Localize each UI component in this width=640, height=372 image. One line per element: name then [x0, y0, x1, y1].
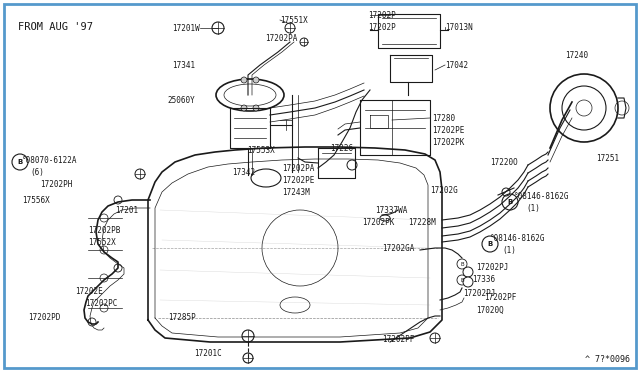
- Text: (6): (6): [30, 167, 44, 176]
- Text: 17251: 17251: [596, 154, 619, 163]
- Text: 17285P: 17285P: [168, 314, 196, 323]
- Text: 17552X: 17552X: [88, 237, 116, 247]
- Text: (1): (1): [502, 246, 516, 254]
- Circle shape: [241, 105, 247, 111]
- Text: 17551X: 17551X: [280, 16, 308, 25]
- Text: 17202E: 17202E: [75, 288, 103, 296]
- Text: 17337WA: 17337WA: [375, 205, 408, 215]
- Text: 17202P: 17202P: [368, 10, 396, 19]
- Text: (1): (1): [526, 203, 540, 212]
- Text: 17240: 17240: [565, 51, 588, 60]
- Text: 17202PA: 17202PA: [265, 33, 298, 42]
- Text: B: B: [460, 262, 464, 266]
- Text: 17201C: 17201C: [194, 350, 221, 359]
- Text: 17201W: 17201W: [172, 23, 200, 32]
- Text: 17226: 17226: [330, 144, 353, 153]
- Text: 17202PC: 17202PC: [85, 299, 117, 308]
- Text: 17556X: 17556X: [22, 196, 50, 205]
- Text: 17202PJ: 17202PJ: [476, 263, 508, 273]
- Text: 17201: 17201: [115, 205, 138, 215]
- Text: B: B: [488, 241, 493, 247]
- Text: 17228M: 17228M: [408, 218, 436, 227]
- Text: 17553X: 17553X: [247, 145, 275, 154]
- Circle shape: [241, 77, 247, 83]
- Text: °08146-8162G: °08146-8162G: [514, 192, 570, 201]
- Text: 17336: 17336: [472, 276, 495, 285]
- Text: 17280: 17280: [432, 113, 455, 122]
- Text: 17020Q: 17020Q: [476, 305, 504, 314]
- Text: B: B: [460, 278, 464, 282]
- Circle shape: [253, 105, 259, 111]
- Text: 17202PJ: 17202PJ: [463, 289, 495, 298]
- Text: 25060Y: 25060Y: [167, 96, 195, 105]
- Circle shape: [463, 277, 473, 287]
- Text: FROM AUG '97: FROM AUG '97: [18, 22, 93, 32]
- Text: 17341: 17341: [172, 61, 195, 70]
- Text: 17202GA: 17202GA: [382, 244, 414, 253]
- Text: °08070-6122A: °08070-6122A: [22, 155, 77, 164]
- Text: °08146-8162G: °08146-8162G: [490, 234, 545, 243]
- Text: 17202PD: 17202PD: [28, 314, 60, 323]
- Circle shape: [463, 267, 473, 277]
- Text: 17243M: 17243M: [282, 187, 310, 196]
- Text: B: B: [17, 159, 22, 165]
- Text: ^ 7?*0096: ^ 7?*0096: [585, 355, 630, 364]
- Text: 17342: 17342: [232, 167, 255, 176]
- Circle shape: [88, 318, 96, 326]
- Circle shape: [253, 77, 259, 83]
- Text: 17202G: 17202G: [430, 186, 458, 195]
- Text: 17202PA: 17202PA: [282, 164, 314, 173]
- Text: 17202PE: 17202PE: [432, 125, 465, 135]
- Text: 17202P: 17202P: [368, 22, 396, 32]
- Circle shape: [114, 264, 122, 272]
- Text: 17013N: 17013N: [445, 22, 473, 32]
- Text: 17202PK: 17202PK: [362, 218, 394, 227]
- Text: 17202PF: 17202PF: [382, 336, 414, 344]
- Text: B: B: [508, 199, 513, 205]
- Circle shape: [114, 196, 122, 204]
- Text: 17220O: 17220O: [490, 157, 518, 167]
- Text: 17202PF: 17202PF: [484, 294, 516, 302]
- Text: 17202PK: 17202PK: [432, 138, 465, 147]
- Text: 17042: 17042: [445, 61, 468, 70]
- Text: 17202PH: 17202PH: [40, 180, 72, 189]
- Text: 17202PE: 17202PE: [282, 176, 314, 185]
- Text: 17202PB: 17202PB: [88, 225, 120, 234]
